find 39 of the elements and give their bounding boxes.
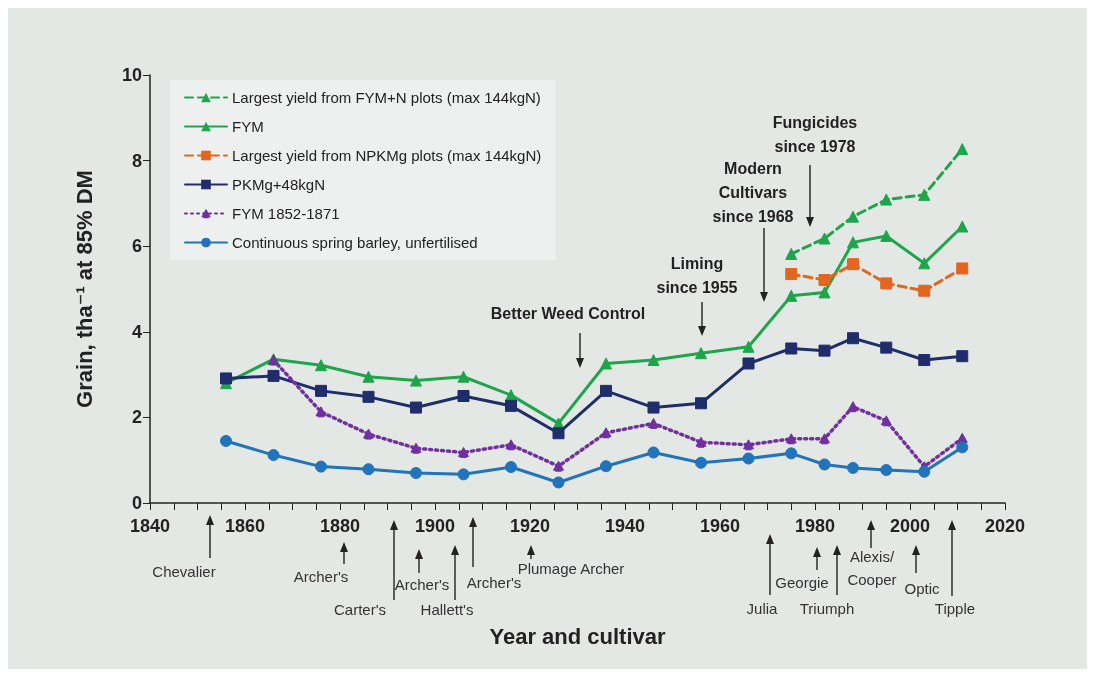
y-tick-label: 2 [131,407,142,428]
y-tick-label: 6 [131,236,142,257]
x-tick-label: 2020 [984,516,1026,536]
x-tick-label: 1940 [604,516,646,536]
y-tick-label: 10 [121,65,142,85]
text: Optic [904,579,940,597]
text: Tipple [934,599,976,617]
legend-label: FYM [232,118,264,135]
legend-label: Continuous spring barley, unfertilised [232,234,478,251]
annotation: Modern Cultivars since 1968 [712,159,794,225]
x-tick-label: 1900 [414,516,456,536]
x-axis-title: Year and cultivar [489,623,666,649]
x-tick-label: 2000 [889,516,931,536]
x-tick-label: 1880 [319,516,361,536]
x-tick-label: 1840 [129,516,171,536]
text: Chevalier [152,562,216,580]
y-tick-label: 0 [131,493,142,513]
text: Triumph [799,599,855,617]
text: Archer's [293,567,349,585]
text: Hallett's [420,600,474,618]
y-tick-label: 4 [131,321,142,342]
text: Alexis/ Cooper [847,547,897,588]
y-axis-title: Grain, tha⁻¹ at 85% DM [71,170,97,408]
text: Julia [746,599,779,617]
x-tick-label: 1980 [794,516,836,536]
legend-label: Largest yield from NPKMg plots (max 144kgN) [232,147,542,164]
legend-label: Largest yield from FYM+N plots (max 144kgN) [232,89,541,106]
x-tick-label: 1860 [224,516,266,536]
text: Archer's [394,575,450,593]
x-tick-label: 1960 [699,516,741,536]
annotation: Liming since 1955 [656,254,738,296]
annotation: Better Weed Control [490,304,646,322]
text: Carter's [333,600,387,618]
legend-label: PKMg+48kgN [232,176,325,193]
text: Georgie [775,573,829,591]
annotation: Fungicides since 1978 [772,113,858,155]
x-tick-label: 1920 [509,516,551,536]
legend-label: FYM 1852-1871 [232,205,340,222]
y-tick-label: 8 [131,150,142,171]
